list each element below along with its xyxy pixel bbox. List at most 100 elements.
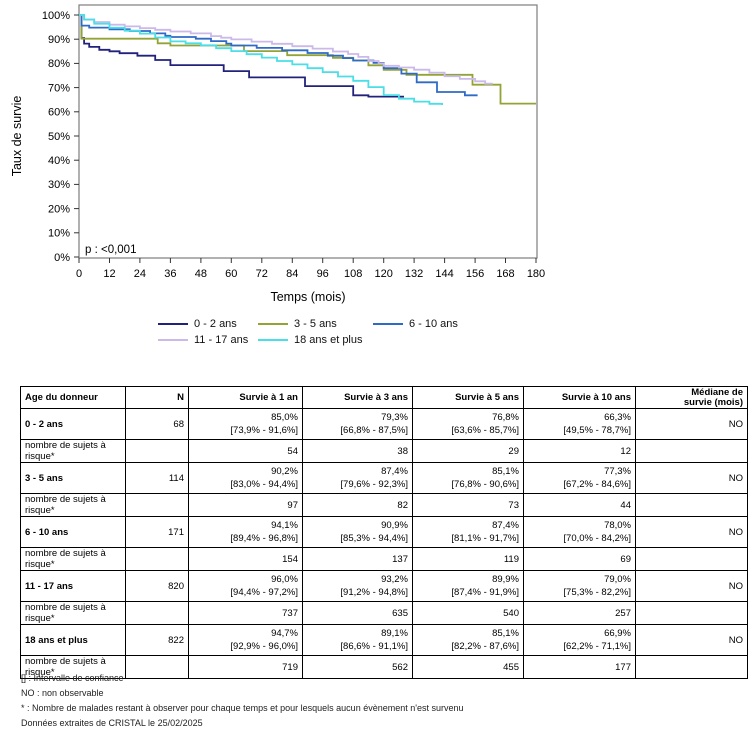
confidence-interval: [82,2% - 87,6%] xyxy=(451,641,519,652)
cell-risk-label: nombre de sujets à risque* xyxy=(20,439,126,463)
x-tick-label: 168 xyxy=(496,268,514,280)
footnote-data-source: Données extraites de CRISTAL le 25/02/20… xyxy=(21,718,203,728)
survival-percent: 94,7% xyxy=(271,628,298,639)
legend-label: 11 - 17 ans xyxy=(194,333,249,346)
cell-mediane: NO xyxy=(635,408,748,440)
y-axis-title: Taux de survie xyxy=(10,96,24,177)
table-row-0-2-ans: 0 - 2 ans 68 85,0% [73,9% - 91,6%] 79,3% [66,… xyxy=(20,408,748,440)
cell-risk-label: nombre de sujets à risque* xyxy=(20,601,126,625)
header-mediane-line2: survie (mois) xyxy=(683,396,743,408)
cell-empty xyxy=(125,655,189,679)
x-tick-label: 120 xyxy=(375,268,393,280)
survival-table: Age du donneur N Survie à 1 an Survie à … xyxy=(20,386,748,679)
cell-risque-r1: 719 xyxy=(188,655,303,679)
survival-percent: 76,8% xyxy=(492,412,519,423)
cell-survie-s3: 90,9% [85,3% - 94,4%] xyxy=(302,516,413,548)
survival-percent: 87,4% xyxy=(381,466,408,477)
x-tick-label: 36 xyxy=(164,268,176,280)
x-tick-label: 132 xyxy=(405,268,423,280)
legend-line-swatch xyxy=(158,322,188,325)
y-tick-label: 100% xyxy=(42,10,70,22)
confidence-interval: [91,2% - 94,8%] xyxy=(340,587,408,598)
table-header-row: Age du donneur N Survie à 1 an Survie à … xyxy=(20,386,748,409)
cell-survie-s1: 90,2% [83,0% - 94,4%] xyxy=(188,462,303,494)
y-tick-label: 40% xyxy=(48,155,70,167)
table-row-risque-3-5-ans: nombre de sujets à risque* 97 82 73 44 xyxy=(20,493,748,517)
cell-survie-s10: 66,9% [62,2% - 71,1%] xyxy=(523,624,636,656)
cell-survie-s10: 77,3% [67,2% - 84,6%] xyxy=(523,462,636,494)
x-axis-title: Temps (mois) xyxy=(270,290,345,304)
cell-risque-r10: 257 xyxy=(523,601,636,625)
legend-label: 3 - 5 ans xyxy=(294,317,337,330)
cell-age-group: 18 ans et plus xyxy=(20,624,126,656)
legend-line-swatch xyxy=(373,322,403,325)
table-row-6-10-ans: 6 - 10 ans 171 94,1% [89,4% - 96,8%] 90,9% [8… xyxy=(20,516,748,548)
y-axis-ticks: 0% 10% 20% 30% 40% 50% 60% 70% 80% 90% 100% xyxy=(42,10,79,264)
cell-risque-r1: 737 xyxy=(188,601,303,625)
cell-survie-s10: 66,3% [49,5% - 78,7%] xyxy=(523,408,636,440)
cell-survie-s5: 89,9% [87,4% - 91,9%] xyxy=(412,570,524,602)
cell-age-group: 11 - 17 ans xyxy=(20,570,126,602)
cell-risque-r5: 73 xyxy=(412,493,524,517)
cell-survie-s5: 85,1% [76,8% - 90,6%] xyxy=(412,462,524,494)
y-tick-label: 10% xyxy=(48,228,70,240)
survival-percent: 79,0% xyxy=(604,574,631,585)
cell-risque-r1: 54 xyxy=(188,439,303,463)
cell-mediane: NO xyxy=(635,462,748,494)
x-tick-label: 60 xyxy=(225,268,237,280)
cell-age-group: 6 - 10 ans xyxy=(20,516,126,548)
curve-18-ans-et-plus xyxy=(79,14,443,105)
header-mediane-line1: Médiane de xyxy=(691,386,743,398)
survival-percent: 66,3% xyxy=(604,412,631,423)
survival-percent: 93,2% xyxy=(381,574,408,585)
legend-item-0-2-ans: 0 - 2 ans xyxy=(158,316,237,331)
plot-border xyxy=(78,4,538,259)
curve-0-2-ans xyxy=(79,14,404,98)
survival-percent: 66,9% xyxy=(604,628,631,639)
footnote-non-observable: NO : non observable xyxy=(21,688,104,698)
confidence-interval: [73,9% - 91,6%] xyxy=(230,425,298,436)
y-tick-label: 60% xyxy=(48,107,70,119)
confidence-interval: [87,4% - 91,9%] xyxy=(451,587,519,598)
survival-percent: 79,3% xyxy=(381,412,408,423)
survival-percent: 85,0% xyxy=(271,412,298,423)
cell-risk-label: nombre de sujets à risque* xyxy=(20,547,126,571)
table-row-risque-0-2-ans: nombre de sujets à risque* 54 38 29 12 xyxy=(20,439,748,463)
cell-risque-r3: 562 xyxy=(302,655,413,679)
cell-empty xyxy=(125,493,189,517)
confidence-interval: [86,6% - 91,1%] xyxy=(340,641,408,652)
survival-percent: 90,2% xyxy=(271,466,298,477)
legend-line-swatch xyxy=(158,338,188,341)
confidence-interval: [79,6% - 92,3%] xyxy=(340,479,408,490)
y-tick-label: 80% xyxy=(48,58,70,70)
confidence-interval: [66,8% - 87,5%] xyxy=(340,425,408,436)
header-survie-5ans: Survie à 5 ans xyxy=(412,386,524,409)
cell-risque-r10: 12 xyxy=(523,439,636,463)
legend-item-6-10-ans: 6 - 10 ans xyxy=(373,316,458,331)
survival-percent: 87,4% xyxy=(492,520,519,531)
cell-survie-s5: 87,4% [81,1% - 91,7%] xyxy=(412,516,524,548)
confidence-interval: [92,9% - 96,0%] xyxy=(230,641,298,652)
x-tick-label: 84 xyxy=(286,268,298,280)
cell-n: 68 xyxy=(125,408,189,440)
cell-age-group: 3 - 5 ans xyxy=(20,462,126,494)
header-survie-1an: Survie à 1 an xyxy=(188,386,303,409)
cell-survie-s3: 79,3% [66,8% - 87,5%] xyxy=(302,408,413,440)
cell-risque-r3: 38 xyxy=(302,439,413,463)
cell-empty xyxy=(635,439,748,463)
confidence-interval: [81,1% - 91,7%] xyxy=(451,533,519,544)
survival-percent: 89,1% xyxy=(381,628,408,639)
confidence-interval: [63,6% - 85,7%] xyxy=(451,425,519,436)
confidence-interval: [49,5% - 78,7%] xyxy=(563,425,631,436)
p-value-annotation: p : <0,001 xyxy=(85,244,136,256)
cell-mediane: NO xyxy=(635,516,748,548)
cell-survie-s1: 85,0% [73,9% - 91,6%] xyxy=(188,408,303,440)
confidence-interval: [94,4% - 97,2%] xyxy=(230,587,298,598)
y-tick-label: 70% xyxy=(48,82,70,94)
x-tick-label: 24 xyxy=(134,268,146,280)
confidence-interval: [83,0% - 94,4%] xyxy=(230,479,298,490)
survival-curves xyxy=(79,14,536,105)
legend-item-11-17-ans: 11 - 17 ans xyxy=(158,332,248,347)
table-row-risque-11-17-ans: nombre de sujets à risque* 737 635 540 257 xyxy=(20,601,748,625)
confidence-interval: [75,3% - 82,2%] xyxy=(563,587,631,598)
